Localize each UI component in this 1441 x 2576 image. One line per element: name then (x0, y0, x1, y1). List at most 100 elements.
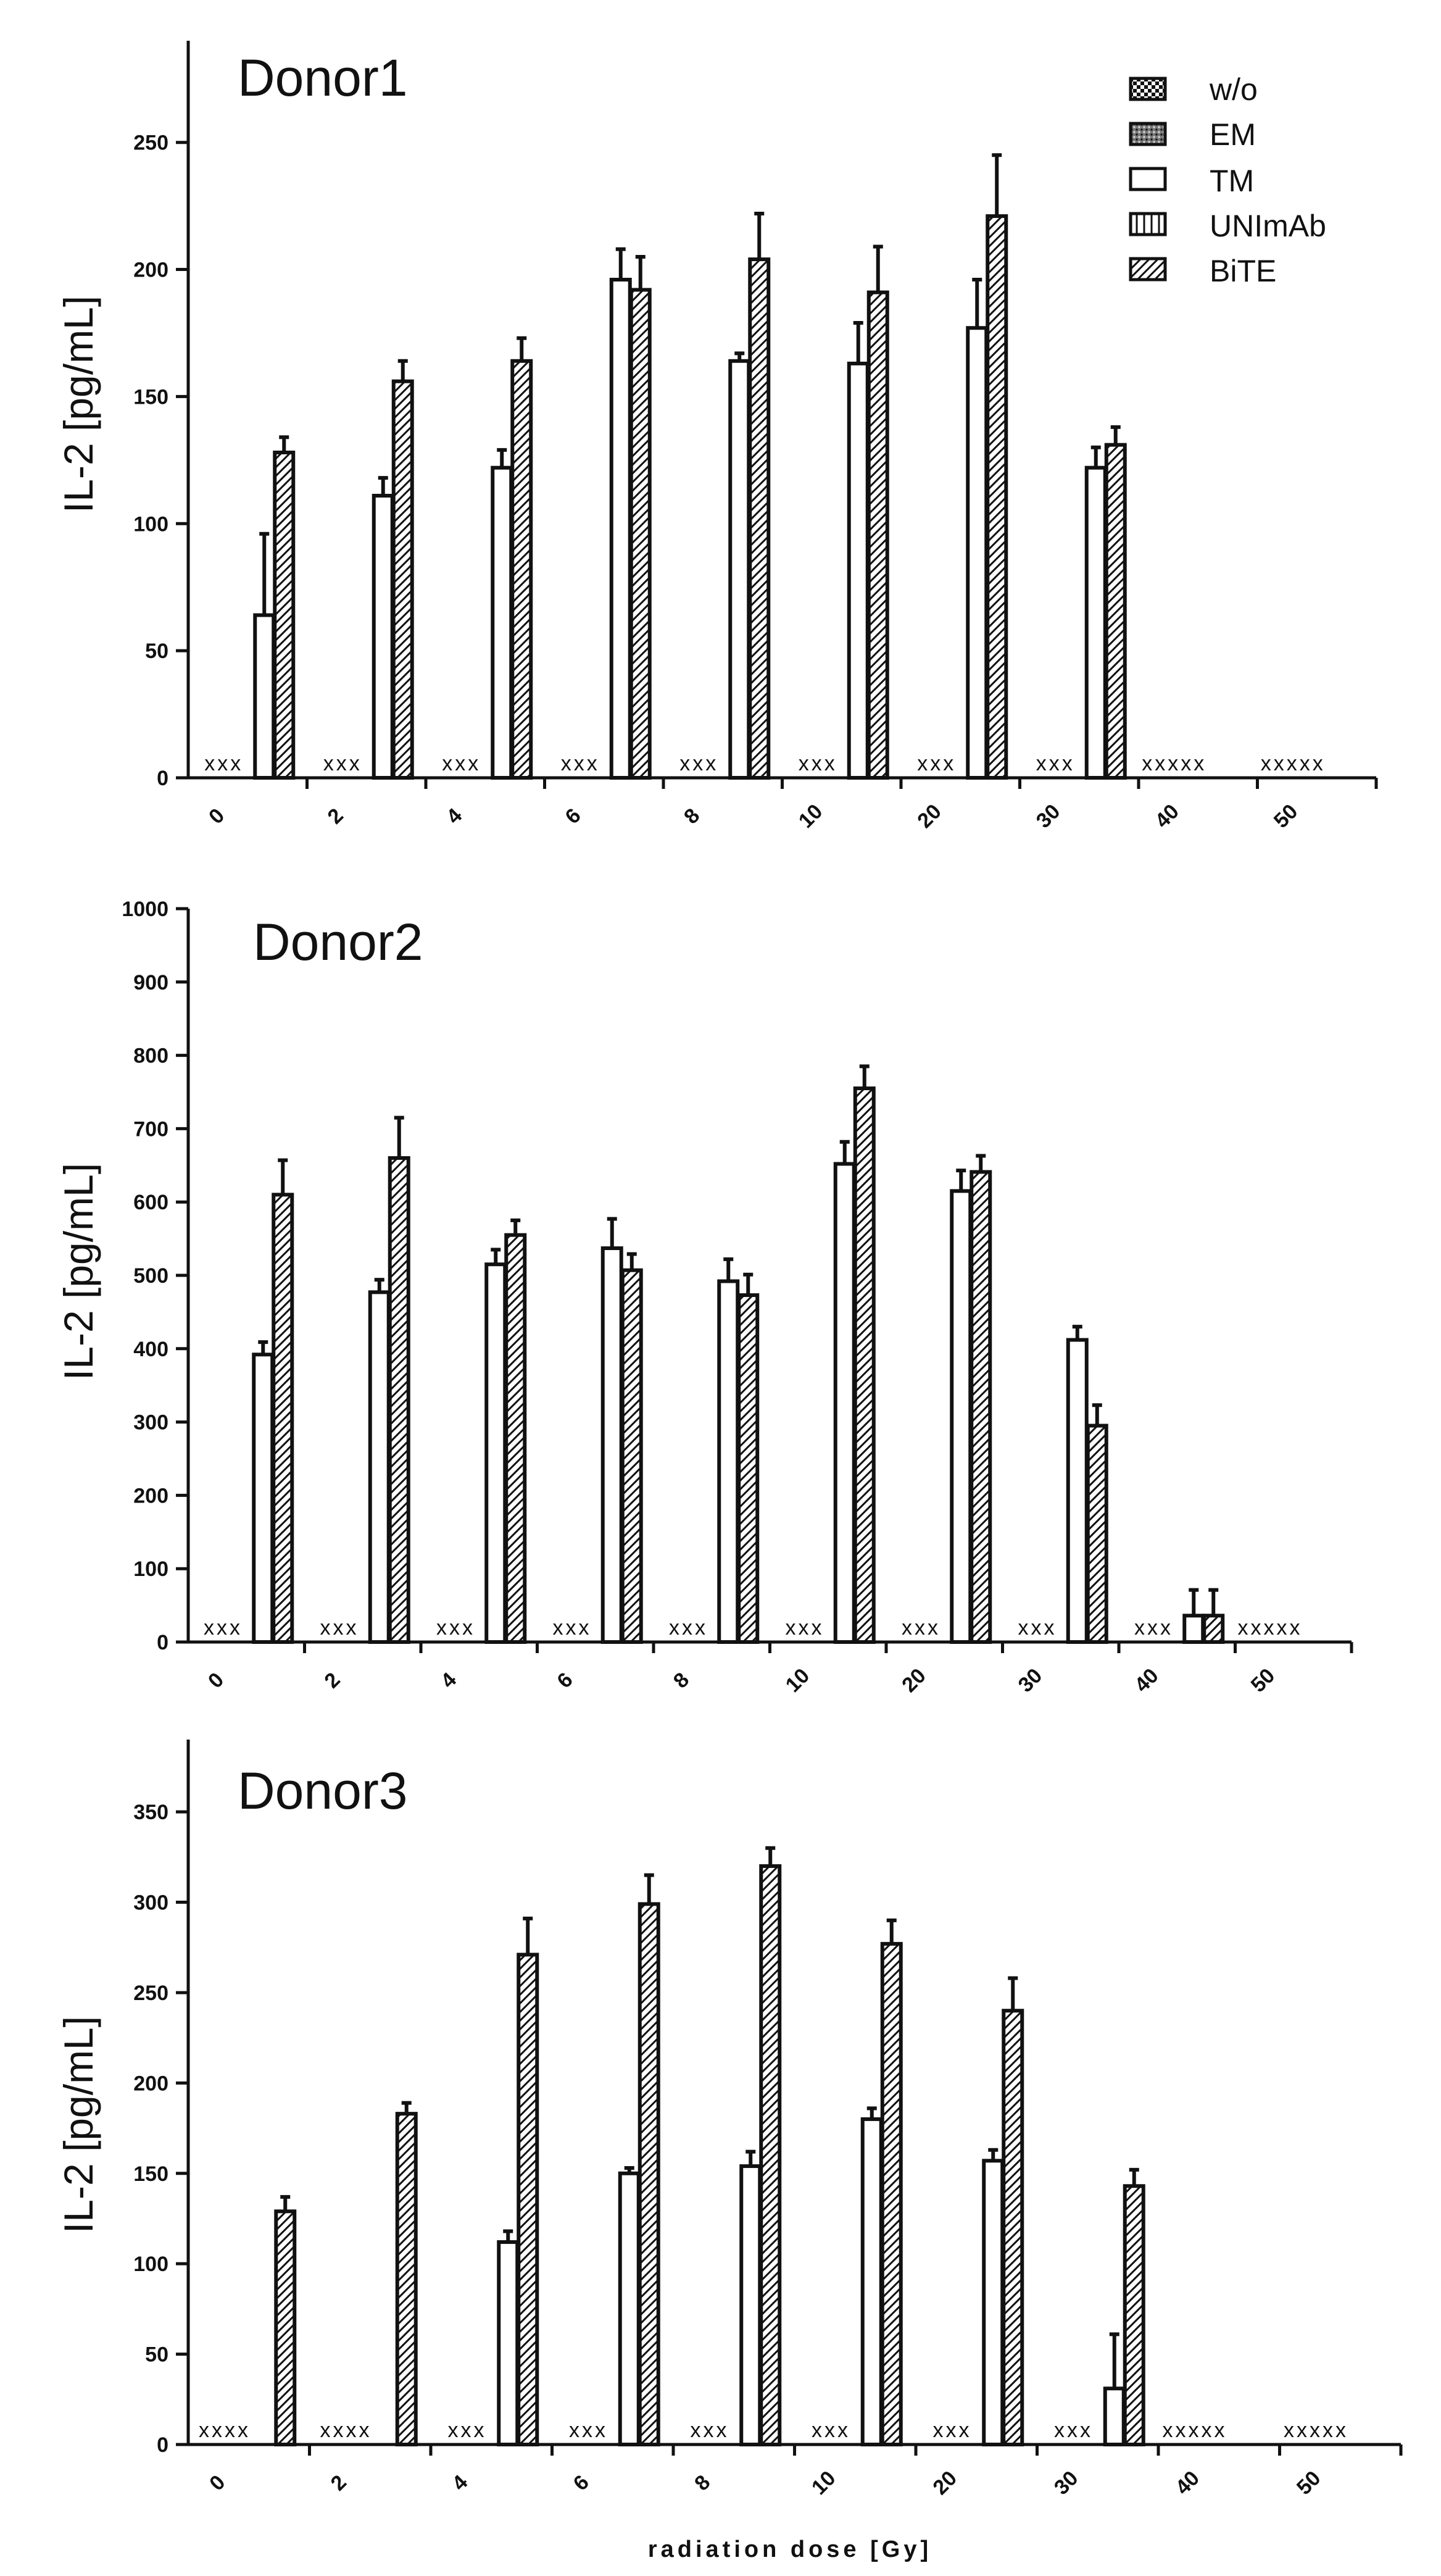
legend-swatch-bite (1129, 257, 1167, 281)
panel-title: Donor1 (238, 49, 408, 107)
not-detected-marker: xxxx (199, 2419, 251, 2442)
bar-tm (368, 1290, 391, 1644)
x-tick-label: 6 (552, 1668, 577, 1693)
x-tick-label: 30 (1032, 799, 1065, 833)
x-tick-label: 0 (204, 1668, 228, 1693)
y-tick-label: 250 (133, 131, 168, 155)
x-tick-label: 20 (897, 1664, 931, 1697)
bar-bite (759, 1864, 782, 2446)
legend-swatch-em (1129, 122, 1167, 146)
not-detected-marker: xxx (323, 752, 362, 775)
x-tick-label: 8 (679, 804, 704, 828)
bar-tm (252, 1353, 275, 1644)
bar-bite (388, 1156, 410, 1644)
legend-label-em: EM (1210, 117, 1256, 152)
x-tick-label: 30 (1014, 1664, 1047, 1697)
bar-bite (637, 1902, 660, 2446)
bar-bite (395, 2112, 418, 2446)
bar-tm (609, 278, 632, 780)
x-tick-label: 50 (1292, 2466, 1326, 2499)
bar-bite (866, 290, 889, 780)
not-detected-marker: xxxxx (1284, 2419, 1348, 2442)
y-tick-label: 300 (133, 1891, 168, 1915)
y-tick-label: 200 (133, 259, 168, 282)
x-tick-label: 0 (204, 804, 229, 828)
panel-title: Donor3 (238, 1762, 408, 1820)
bar-bite (853, 1086, 876, 1644)
x-tick-label: 10 (794, 799, 828, 833)
bar-tm (860, 2117, 883, 2446)
x-tick-label: 2 (320, 1668, 344, 1693)
bar-tm (618, 2171, 641, 2447)
bar-tm (717, 1279, 740, 1644)
y-axis-label: IL-2 [pg/mL] (56, 296, 101, 513)
y-tick-label: 0 (157, 1631, 168, 1654)
bar-bite (510, 359, 533, 780)
y-tick-label: 100 (133, 512, 168, 536)
bar-tm (833, 1162, 856, 1644)
x-tick-label: 4 (447, 2470, 472, 2495)
not-detected-marker: xxx (204, 752, 243, 775)
bar-tm (1182, 1614, 1205, 1644)
bar-tm (950, 1189, 973, 1644)
plot-area: 0 100 200 300 400 500 600 700 800 900 1000 0 xxx 2 xxx… (122, 898, 1353, 1697)
legend-swatch-unimab (1129, 212, 1167, 236)
bar-tm (253, 613, 276, 780)
bar-bite (272, 1193, 294, 1644)
y-tick-label: 300 (133, 1411, 168, 1435)
not-detected-marker: xxx (786, 1616, 824, 1640)
not-detected-marker: xxx (1134, 1616, 1173, 1640)
x-tick-label: 40 (1171, 2466, 1204, 2499)
not-detected-marker: xxx (553, 1616, 592, 1640)
legend: w/o EM TM UNImAb BiTE (1129, 72, 1326, 288)
x-tick-label: 30 (1050, 2466, 1083, 2499)
bar-tm (497, 2240, 520, 2446)
x-tick-label: 50 (1269, 799, 1303, 833)
not-detected-marker: xxx (799, 752, 837, 775)
y-tick-label: 600 (133, 1191, 168, 1214)
legend-label-unimab: UNImAb (1210, 209, 1326, 243)
y-tick-label: 0 (157, 2433, 168, 2457)
y-tick-label: 50 (145, 640, 168, 663)
x-tick-label: 4 (436, 1668, 461, 1693)
bar-bite (1123, 2184, 1145, 2446)
not-detected-marker: xxx (442, 752, 481, 775)
y-tick-label: 500 (133, 1264, 168, 1288)
bar-bite (880, 1941, 903, 2446)
x-tick-label: 40 (1150, 799, 1184, 833)
panel-donor2: Donor2 IL-2 [pg/mL] 01002003004005006007… (56, 898, 1353, 1697)
x-tick-label: 8 (669, 1668, 694, 1693)
bar-bite (620, 1268, 643, 1644)
bar-tm (1103, 2386, 1126, 2446)
y-tick-label: 1000 (122, 898, 168, 921)
legend-label-bite: BiTE (1210, 254, 1276, 288)
y-tick-label: 100 (133, 2253, 168, 2276)
panel-title: Donor2 (253, 913, 423, 971)
bar-bite (274, 2209, 297, 2446)
y-tick-label: 200 (133, 2072, 168, 2095)
y-tick-label: 900 (133, 971, 168, 994)
bar-tm (966, 326, 989, 780)
bar-tm (600, 1246, 623, 1644)
bar-tm (728, 359, 751, 780)
legend-label-wo: w/o (1209, 72, 1258, 107)
not-detected-marker: xxx (204, 1616, 243, 1640)
y-tick-label: 0 (157, 767, 168, 790)
bar-bite (1002, 2009, 1024, 2446)
y-tick-label: 400 (133, 1338, 168, 1361)
not-detected-marker: xxx (320, 1616, 359, 1640)
bar-bite (737, 1293, 760, 1644)
not-detected-marker: xxx (561, 752, 600, 775)
y-tick-label: 800 (133, 1044, 168, 1068)
bar-bite (970, 1170, 992, 1644)
x-tick-label: 8 (690, 2470, 715, 2495)
x-tick-label: 50 (1247, 1664, 1280, 1697)
x-tick-label: 20 (913, 799, 946, 833)
bar-tm (484, 1262, 507, 1644)
not-detected-marker: xxx (669, 1616, 708, 1640)
y-tick-label: 700 (133, 1117, 168, 1141)
x-tick-label: 6 (560, 804, 585, 828)
y-tick-label: 250 (133, 1982, 168, 2005)
x-tick-label: 20 (928, 2466, 961, 2499)
